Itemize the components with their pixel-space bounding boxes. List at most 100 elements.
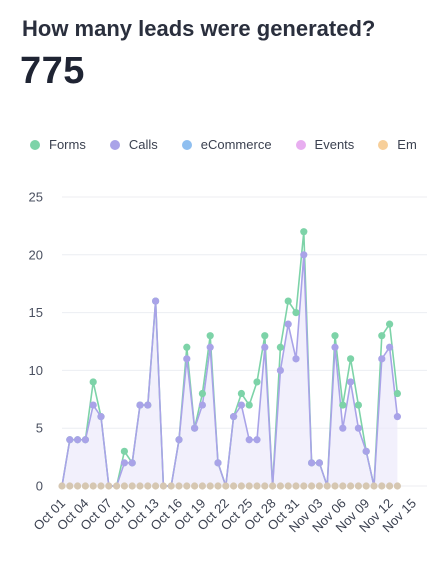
calls-point: [120, 459, 128, 467]
y-tick-label: 25: [29, 190, 43, 205]
total-leads-value: 775: [20, 50, 85, 92]
forms-point: [89, 378, 97, 386]
baseline-point: [74, 482, 82, 490]
baseline-point: [81, 482, 89, 490]
forms-point: [237, 389, 245, 398]
calls-point: [230, 413, 238, 421]
baseline-point: [113, 482, 121, 490]
chart-question: How many leads were generated?: [22, 16, 376, 41]
baseline-point: [284, 482, 292, 490]
legend-item-events[interactable]: Events: [295, 137, 355, 152]
forms-point: [276, 343, 284, 351]
calls-area: [62, 254, 398, 486]
baseline-point: [354, 482, 362, 490]
calls-point: [261, 343, 269, 351]
calls-point: [136, 401, 144, 409]
forms-point: [347, 355, 355, 363]
legend-item-em[interactable]: Em: [378, 137, 417, 152]
calls-point: [66, 436, 74, 444]
calls-point: [81, 436, 89, 444]
forms-point: [245, 401, 253, 409]
calls-point: [393, 413, 401, 421]
calls-point: [276, 366, 284, 374]
forms-point: [206, 332, 214, 340]
chart-legend: Forms Calls eCommerce Events Em: [30, 137, 427, 152]
legend-item-calls[interactable]: Calls: [109, 137, 158, 152]
forms-point: [292, 309, 300, 317]
baseline-point: [214, 482, 222, 490]
baseline-point: [378, 482, 386, 490]
baseline-point: [347, 482, 355, 490]
legend-dot-forms-icon: [30, 139, 40, 150]
baseline-point: [136, 482, 144, 490]
baseline-point: [276, 482, 284, 490]
baseline-point: [230, 482, 238, 490]
baseline-point: [339, 482, 347, 490]
calls-point: [347, 378, 355, 386]
forms-point: [354, 401, 362, 409]
baseline-point: [292, 482, 300, 490]
calls-point: [152, 297, 160, 305]
baseline-point: [183, 482, 191, 490]
legend-label-calls: Calls: [128, 137, 158, 152]
legend-label-events: Events: [314, 137, 355, 152]
forms-point: [339, 401, 347, 409]
legend-item-forms[interactable]: Forms: [30, 137, 86, 152]
y-tick-label: 20: [29, 247, 43, 262]
baseline-point: [58, 482, 66, 490]
calls-point: [284, 320, 292, 328]
y-tick-label: 15: [29, 305, 43, 320]
calls-series-line: [61, 254, 399, 487]
calls-point: [74, 436, 82, 444]
baseline-point: [253, 482, 261, 490]
calls-point: [253, 436, 261, 444]
calls-point: [183, 355, 191, 363]
baseline-point: [393, 482, 401, 490]
legend-dot-events-icon: [295, 139, 306, 150]
calls-point: [206, 343, 214, 351]
calls-point: [214, 459, 222, 467]
baseline-point: [128, 482, 136, 490]
y-tick-label: 10: [29, 363, 43, 378]
legend-label-em: Em: [397, 137, 417, 152]
calls-point: [354, 424, 362, 432]
calls-point: [378, 355, 386, 363]
baseline-point: [175, 482, 183, 490]
forms-point: [198, 389, 206, 398]
calls-point: [315, 459, 323, 467]
baseline-point: [300, 482, 308, 490]
baseline-point: [362, 482, 370, 490]
calls-point: [292, 355, 300, 363]
legend-item-ecommerce[interactable]: eCommerce: [181, 137, 272, 152]
forms-point: [284, 297, 292, 305]
baseline-point: [370, 482, 378, 490]
forms-point: [261, 332, 269, 340]
calls-point: [331, 343, 339, 351]
baseline-point: [152, 482, 160, 490]
baseline-point: [191, 482, 199, 490]
baseline-point: [308, 482, 316, 490]
forms-point: [378, 332, 386, 340]
calls-point: [198, 401, 206, 409]
calls-point: [175, 436, 183, 444]
baseline-point: [206, 482, 214, 490]
legend-label-forms: Forms: [49, 137, 86, 152]
forms-point: [331, 332, 339, 340]
calls-point: [386, 343, 394, 351]
calls-point: [362, 447, 370, 455]
forms-point: [393, 389, 401, 398]
forms-point: [183, 343, 191, 351]
baseline-point: [386, 482, 394, 490]
baseline-point: [331, 482, 339, 490]
baseline-point: [269, 482, 277, 490]
calls-point: [144, 401, 152, 409]
baseline-point: [323, 482, 331, 490]
calls-point: [237, 401, 245, 409]
baseline-point: [89, 482, 97, 490]
forms-point: [386, 320, 394, 328]
baseline-point: [222, 482, 230, 490]
baseline-point: [245, 482, 253, 490]
legend-dot-calls-icon: [109, 139, 120, 150]
baseline-point: [144, 482, 152, 490]
baseline-point: [66, 482, 74, 490]
